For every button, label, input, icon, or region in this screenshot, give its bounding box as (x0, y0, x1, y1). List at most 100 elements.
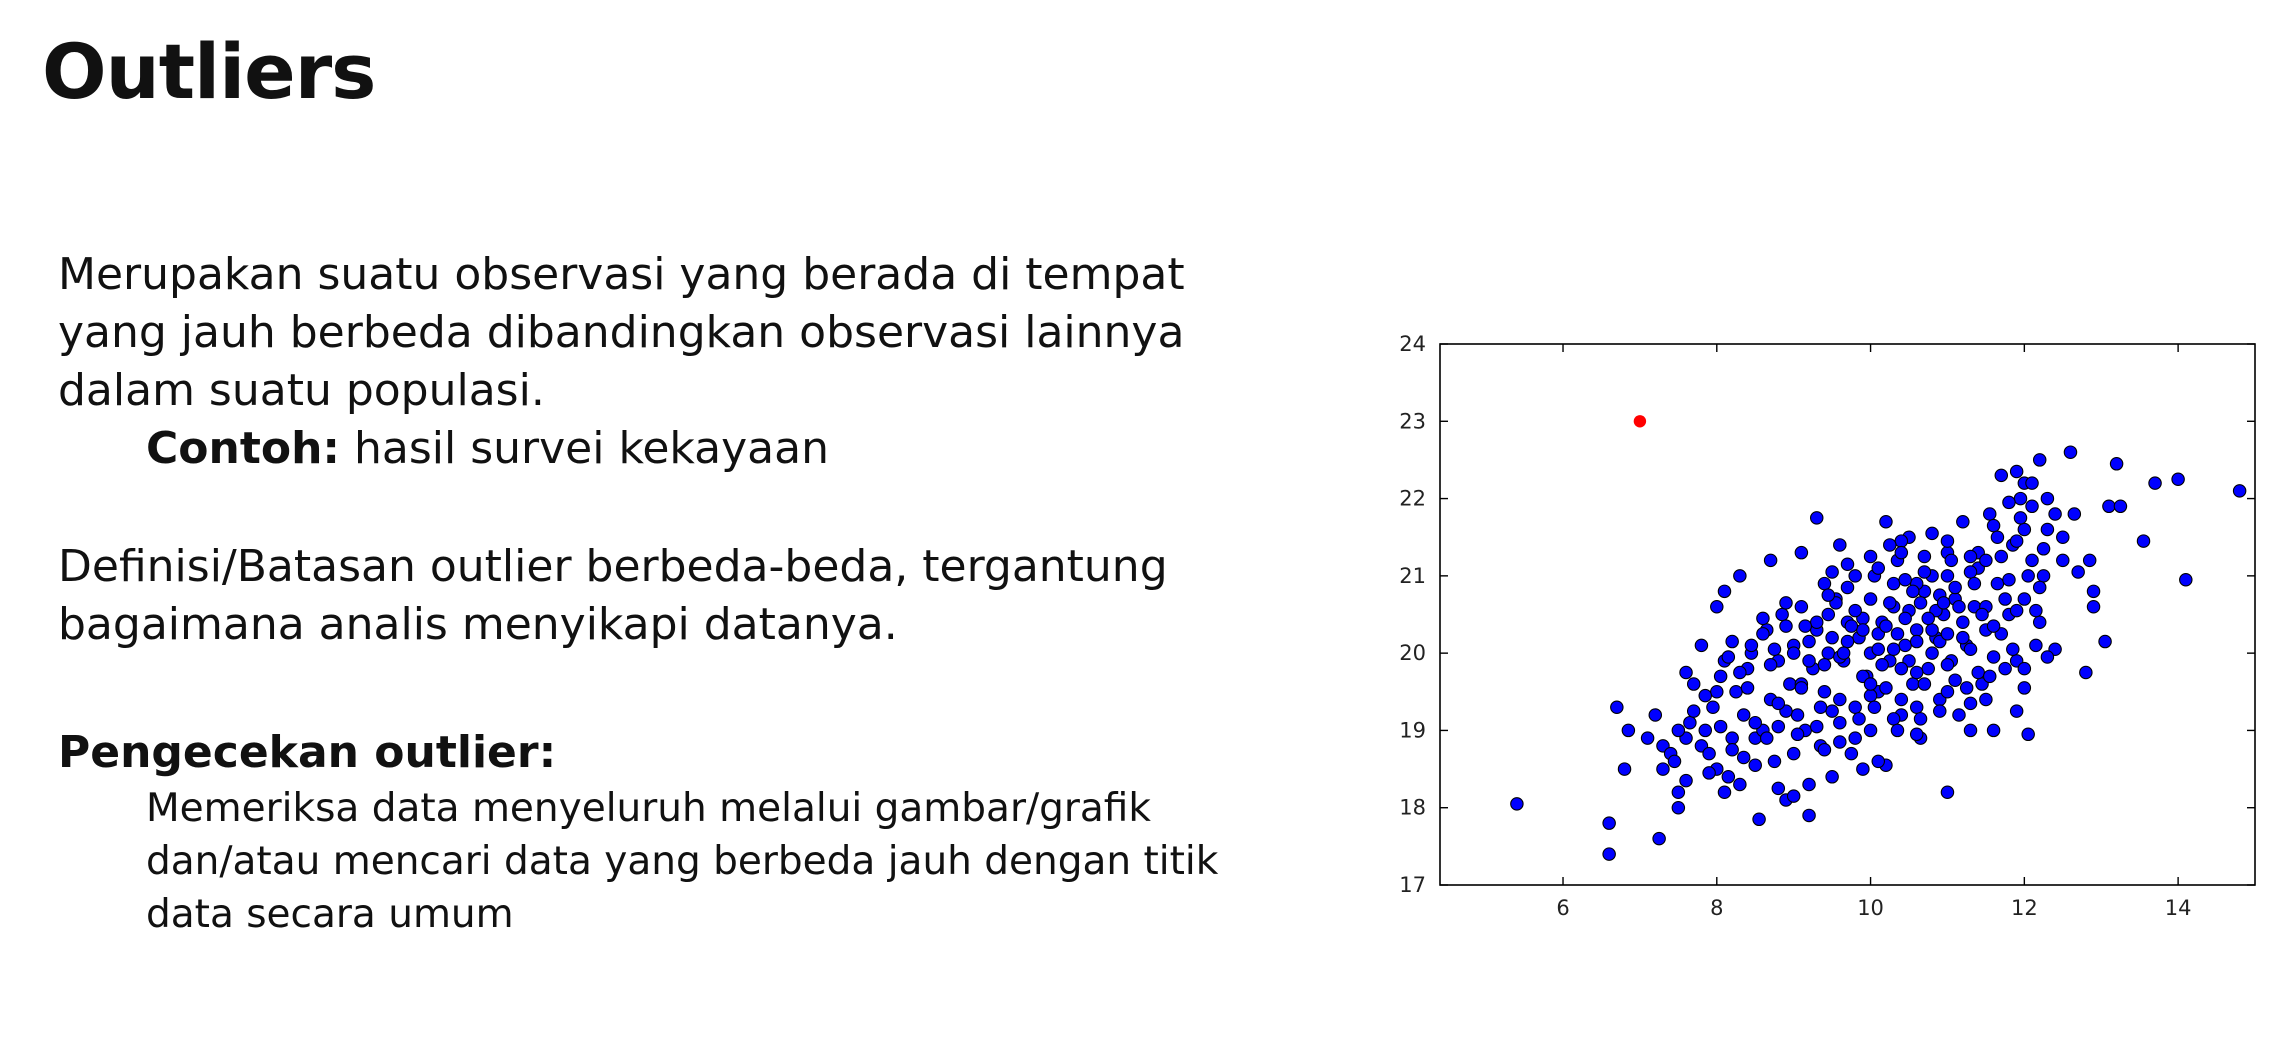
data-point (1790, 708, 1805, 722)
data-point (1771, 696, 1786, 711)
data-point (1967, 576, 1982, 591)
data-point (1748, 715, 1762, 730)
data-point (1925, 526, 1939, 541)
data-point (2102, 499, 2116, 514)
data-point (2040, 491, 2055, 506)
data-point (2009, 603, 2024, 618)
data-point (2013, 491, 2028, 506)
check-heading: Pengecekan outlier: (58, 727, 557, 778)
data-point (1748, 758, 1762, 772)
data-point (1809, 719, 1824, 734)
data-point (1802, 808, 1816, 823)
data-point (2032, 453, 2047, 467)
data-point (1871, 754, 1886, 769)
data-point (2017, 661, 2032, 676)
data-point (1679, 773, 1693, 788)
data-point (1979, 692, 1993, 707)
slide-title: Outliers (42, 27, 376, 116)
data-point (2029, 638, 2043, 653)
data-point (1721, 650, 1736, 664)
data-point (2009, 534, 2024, 548)
data-point (1986, 619, 2001, 633)
data-point (1725, 731, 1739, 745)
data-point (1775, 607, 1789, 622)
definition-line: Merupakan suatu observasi yang berada di… (58, 249, 1185, 300)
data-point (2082, 553, 2097, 568)
data-point (1909, 665, 1924, 680)
data-point (1982, 507, 1997, 521)
data-point (1925, 623, 1939, 637)
data-point (2017, 522, 2032, 537)
data-point (2113, 499, 2128, 514)
plot-frame (1439, 343, 2256, 886)
data-point (1733, 569, 1747, 583)
data-point (1956, 615, 1970, 629)
data-point (1725, 742, 1739, 757)
data-point (1802, 654, 1816, 668)
data-point (1944, 553, 1959, 568)
data-point (1906, 584, 1920, 599)
data-point (1833, 735, 1847, 749)
data-point (1833, 538, 1847, 552)
data-point (2067, 507, 2082, 521)
data-point (2036, 542, 2051, 556)
data-point (1821, 607, 1836, 622)
note-line: bagaimana analis menyikapi datanya. (58, 599, 898, 650)
data-point (1921, 611, 1935, 626)
data-point (1717, 785, 1732, 800)
note-line: Definisi/Batasan outlier berbeda-beda, t… (58, 541, 1168, 592)
data-point (2009, 464, 2024, 479)
data-point (1863, 592, 1878, 606)
data-point (1894, 692, 1909, 707)
data-point (1879, 619, 1893, 633)
data-point (2002, 572, 2016, 587)
data-point (1840, 557, 1855, 572)
scatter-chart: 6 8 10 12 14 17 18 19 20 21 22 23 24 (1380, 320, 2270, 940)
data-point (1848, 700, 1862, 714)
data-point (1802, 634, 1816, 649)
data-point (1706, 700, 1720, 714)
check-line: Memeriksa data menyeluruh melalui gambar… (146, 786, 1151, 831)
data-point (1771, 781, 1786, 796)
data-point (1917, 677, 1932, 691)
example-label: Contoh: (146, 423, 341, 474)
data-point (1898, 638, 1912, 653)
y-tick-label: 17 (1399, 873, 1426, 897)
data-point (1817, 657, 1832, 672)
data-point (1886, 576, 1901, 591)
data-point (1990, 576, 2005, 591)
data-point (1917, 549, 1932, 564)
data-point (1883, 596, 1897, 610)
data-point (2040, 522, 2055, 537)
data-point (1794, 545, 1809, 560)
data-point (1913, 596, 1928, 610)
data-point (1783, 677, 1797, 691)
data-point (1863, 688, 1878, 703)
data-point (1698, 723, 1713, 738)
data-point (1779, 619, 1793, 633)
data-point (1656, 762, 1670, 776)
data-point (1667, 754, 1682, 769)
data-point (1698, 688, 1713, 703)
data-point (1940, 657, 1955, 672)
data-point (2136, 534, 2151, 548)
data-point (2056, 553, 2070, 568)
data-point (1729, 685, 1743, 699)
data-point (1652, 831, 1666, 846)
data-point (1763, 657, 1778, 672)
check-block: Pengecekan outlier: Memeriksa data menye… (58, 724, 1358, 941)
data-point (1886, 712, 1901, 726)
data-point (1621, 723, 1636, 738)
data-point (1863, 549, 1878, 564)
data-point (2048, 507, 2062, 521)
data-point (1802, 777, 1816, 792)
data-point (1809, 511, 1824, 525)
data-point (2148, 476, 2162, 490)
data-point (1844, 619, 1859, 633)
data-point (1940, 534, 1955, 548)
definition-block: Merupakan suatu observasi yang berada di… (58, 246, 1358, 478)
data-point (1617, 762, 1632, 776)
data-point (1894, 661, 1909, 676)
data-point (1817, 685, 1832, 699)
data-point (2056, 530, 2070, 544)
